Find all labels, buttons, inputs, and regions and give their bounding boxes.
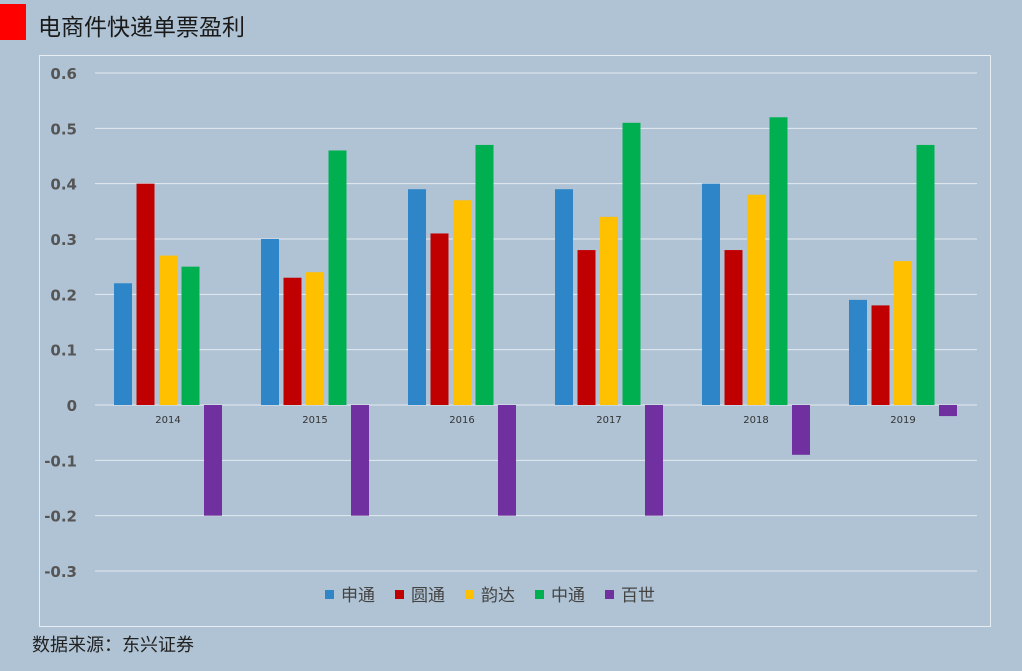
bar-百世-2019 bbox=[939, 405, 957, 417]
x-tick-label: 2018 bbox=[743, 415, 768, 426]
y-tick-label: 0.6 bbox=[50, 65, 77, 83]
y-tick-label: 0.4 bbox=[50, 176, 77, 194]
bar-韵达-2017 bbox=[600, 216, 618, 405]
x-tick-label: 2019 bbox=[890, 415, 915, 426]
bar-申通-2018 bbox=[702, 183, 720, 405]
bar-申通-2017 bbox=[555, 189, 573, 405]
bar-圆通-2014 bbox=[136, 183, 155, 405]
bar-韵达-2015 bbox=[306, 272, 324, 405]
bar-中通-2019 bbox=[916, 144, 935, 405]
data-source: 数据来源：东兴证券 bbox=[32, 635, 194, 656]
bar-圆通-2015 bbox=[283, 277, 302, 405]
bar-申通-2015 bbox=[261, 239, 279, 405]
bar-百世-2015 bbox=[351, 405, 369, 516]
legend-label: 韵达 bbox=[481, 586, 515, 606]
legend-label: 中通 bbox=[551, 586, 585, 606]
x-axis: 2014 2015 2016 2017 2018 2019 bbox=[155, 415, 915, 426]
bar-百世-2018 bbox=[792, 405, 810, 455]
bar-圆通-2018 bbox=[724, 250, 743, 405]
y-tick-label: 0.3 bbox=[50, 231, 77, 249]
page-title: 电商件快递单票盈利 bbox=[38, 15, 245, 41]
bar-中通-2018 bbox=[769, 117, 788, 405]
bar-百世-2017 bbox=[645, 405, 663, 516]
bar-韵达-2019 bbox=[894, 261, 912, 405]
y-tick-label: -0.1 bbox=[44, 452, 77, 470]
x-tick-label: 2016 bbox=[449, 415, 474, 426]
title-marker bbox=[0, 4, 26, 40]
x-tick-label: 2014 bbox=[155, 415, 180, 426]
legend-swatch bbox=[535, 590, 544, 599]
legend-label: 圆通 bbox=[411, 586, 445, 606]
legend: 申通 圆通 韵达 中通 百世 bbox=[325, 586, 655, 606]
bar-圆通-2019 bbox=[871, 305, 890, 405]
y-tick-label: 0 bbox=[67, 397, 77, 415]
bars bbox=[114, 117, 957, 516]
bar-chart: 0.6 0.5 0.4 0.3 0.2 0.1 0 -0.1 -0.2 -0.3 2014 2015… bbox=[44, 65, 977, 606]
legend-swatch bbox=[395, 590, 404, 599]
bar-中通-2015 bbox=[328, 150, 347, 405]
gridlines bbox=[95, 72, 977, 572]
bar-圆通-2017 bbox=[577, 250, 596, 405]
bar-中通-2016 bbox=[475, 144, 494, 405]
bar-韵达-2018 bbox=[747, 194, 765, 405]
bar-百世-2014 bbox=[204, 405, 222, 516]
bar-申通-2016 bbox=[408, 189, 426, 405]
chart-frame: 0.6 0.5 0.4 0.3 0.2 0.1 0 -0.1 -0.2 -0.3 2014 2015… bbox=[39, 55, 991, 627]
legend-swatch bbox=[605, 590, 614, 599]
bar-申通-2019 bbox=[849, 299, 867, 405]
y-tick-label: 0.2 bbox=[50, 286, 77, 304]
bar-圆通-2016 bbox=[430, 233, 449, 405]
y-tick-label: 0.5 bbox=[50, 120, 77, 138]
y-tick-label: -0.3 bbox=[44, 563, 77, 581]
bar-韵达-2014 bbox=[159, 255, 177, 405]
bar-中通-2014 bbox=[181, 266, 200, 405]
legend-swatch bbox=[465, 590, 474, 599]
legend-swatch bbox=[325, 590, 334, 599]
bar-中通-2017 bbox=[622, 122, 641, 406]
bar-申通-2014 bbox=[114, 283, 132, 405]
x-tick-label: 2017 bbox=[596, 415, 621, 426]
y-tick-label: -0.2 bbox=[44, 508, 77, 526]
bar-韵达-2016 bbox=[453, 200, 471, 405]
y-tick-label: 0.1 bbox=[50, 342, 77, 360]
y-axis: 0.6 0.5 0.4 0.3 0.2 0.1 0 -0.1 -0.2 -0.3 bbox=[44, 65, 77, 581]
legend-label: 百世 bbox=[621, 586, 655, 606]
legend-label: 申通 bbox=[341, 586, 375, 606]
bar-百世-2016 bbox=[498, 405, 516, 516]
x-tick-label: 2015 bbox=[302, 415, 327, 426]
